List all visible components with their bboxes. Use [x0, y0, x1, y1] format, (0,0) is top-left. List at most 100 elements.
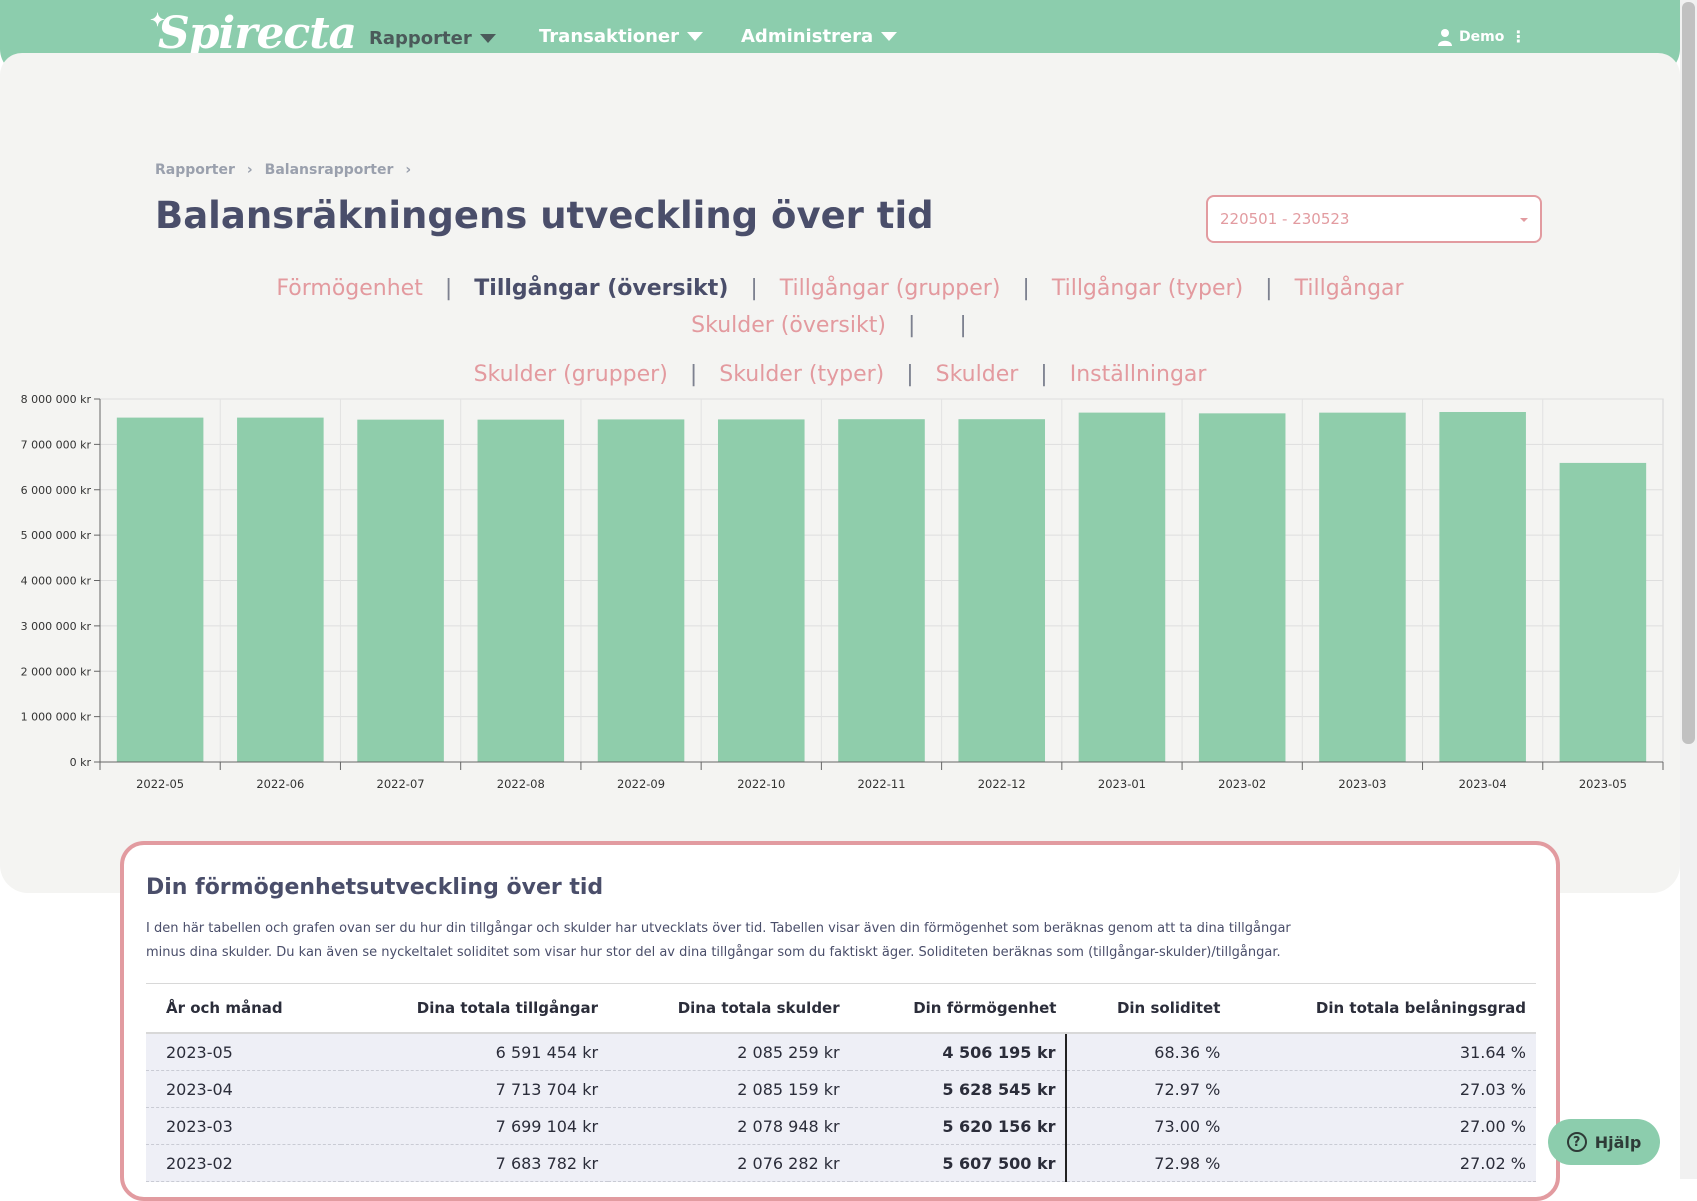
x-tick-label: 2022-06	[256, 777, 304, 788]
tab-skulder-typer[interactable]: Skulder (typer)	[719, 362, 885, 387]
bar	[237, 417, 324, 762]
card-description: I den här tabellen och grafen ovan ser d…	[146, 921, 1291, 960]
table-row: 2023-05 6 591 454 kr 2 085 259 kr 4 506 195…	[146, 1033, 1536, 1071]
x-tick-label: 2023-05	[1579, 777, 1627, 788]
user-icon	[1438, 29, 1452, 46]
bar	[1319, 412, 1406, 762]
column-header-liabilities[interactable]: Dina totala skulder	[608, 984, 850, 1034]
column-header-loan-ratio[interactable]: Din totala belåningsgrad	[1230, 984, 1536, 1034]
nav-item-administrera[interactable]: Administrera	[741, 26, 898, 47]
x-tick-label: 2022-09	[617, 777, 665, 788]
date-range-value: 220501 - 230523	[1220, 210, 1350, 228]
nav-item-label: Administrera	[741, 26, 874, 47]
cell-solidity: 72.98 %	[1066, 1144, 1231, 1182]
column-header-assets[interactable]: Dina totala tillgångar	[340, 984, 609, 1034]
x-tick-label: 2022-08	[497, 777, 545, 788]
bar	[116, 417, 204, 762]
cell-month: 2023-02	[146, 1144, 341, 1182]
tab-separator: |	[689, 362, 698, 387]
chevron-down-icon	[479, 34, 496, 43]
table-row: 2023-04 7 713 704 kr 2 085 159 kr 5 628 545…	[146, 1070, 1536, 1108]
balance-bar-chart: 0 kr 1 000 000 kr 2 000 000 kr 3 000 000 kr…	[21, 393, 1664, 788]
y-tick-label: 6 000 000 kr	[21, 484, 92, 497]
cell-liabilities: 2 076 282 kr	[608, 1144, 850, 1182]
tab-separator: |	[1022, 276, 1030, 301]
tab-förmögenhet[interactable]: Förmögenhet	[276, 276, 423, 301]
bar	[1198, 413, 1286, 762]
tab-item: Tillgångar (typer) |	[1052, 276, 1295, 301]
x-tick-label: 2022-11	[857, 777, 905, 788]
nav-item-transaktioner[interactable]: Transaktioner	[539, 26, 704, 47]
bar	[1078, 412, 1166, 762]
cell-month: 2023-03	[146, 1107, 341, 1145]
cell-liabilities: 2 078 948 kr	[608, 1107, 850, 1145]
cell-wealth: 5 607 500 kr	[849, 1144, 1068, 1182]
cell-wealth: 4 506 195 kr	[849, 1033, 1068, 1071]
tab-item: Tillgångar	[1295, 276, 1404, 301]
y-tick-label: 1 000 000 kr	[21, 711, 92, 724]
scrollbar[interactable]	[1680, 0, 1697, 1179]
date-range-select[interactable]: 220501 - 230523	[1206, 195, 1542, 243]
breadcrumb-item-rapporter[interactable]: Rapporter	[155, 162, 235, 178]
tab-item: Skulder (grupper) |	[474, 362, 720, 387]
scrollbar-thumb[interactable]	[1682, 2, 1695, 744]
cell-solidity: 68.36 %	[1066, 1033, 1231, 1071]
x-tick-label: 2023-03	[1338, 777, 1386, 788]
cell-assets: 7 699 104 kr	[340, 1107, 609, 1145]
logo[interactable]: ✦ Spirecta	[150, 8, 357, 59]
bar	[958, 419, 1046, 762]
help-label: Hjälp	[1594, 1132, 1642, 1152]
nav-item-rapporter[interactable]: Rapporter	[369, 28, 496, 49]
bar	[1439, 411, 1526, 762]
x-tick-label: 2023-01	[1098, 777, 1146, 788]
breadcrumb-item-balansrapporter[interactable]: Balansrapporter	[264, 162, 394, 178]
column-header-month[interactable]: År och månad	[146, 984, 341, 1034]
tab-separator: |	[906, 362, 914, 387]
x-tick-label: 2022-10	[737, 777, 785, 788]
bar	[477, 419, 565, 762]
tab-skulder[interactable]: Skulder	[935, 362, 1019, 387]
x-tick-label: 2022-12	[978, 777, 1026, 788]
tab-item: Skulder (översikt) | |	[691, 313, 989, 338]
help-button[interactable]: ? Hjälp	[1548, 1119, 1660, 1165]
bar	[1559, 462, 1647, 762]
cell-month: 2023-05	[146, 1033, 341, 1071]
tab-inställningar[interactable]: Inställningar	[1069, 362, 1207, 387]
cell-solidity: 73.00 %	[1066, 1107, 1231, 1145]
tab-item: Förmögenhet |	[276, 276, 474, 301]
y-tick-label: 2 000 000 kr	[21, 665, 92, 678]
logo-spark-icon: ✦	[150, 10, 165, 31]
y-tick-label: 7 000 000 kr	[21, 438, 92, 451]
bar	[838, 419, 925, 762]
tab-tillgångar-översikt[interactable]: Tillgångar (översikt)	[474, 276, 729, 301]
card-title: Din förmögenhetsutveckling över tid	[146, 875, 604, 900]
logo-text: Spirecta	[158, 8, 357, 59]
nav-item-label: Rapporter	[369, 28, 472, 49]
bar	[357, 419, 444, 762]
cell-loan-ratio: 27.03 %	[1230, 1070, 1536, 1108]
cell-wealth: 5 628 545 kr	[849, 1070, 1068, 1108]
x-tick-label: 2023-04	[1459, 777, 1507, 788]
tab-skulder-översikt[interactable]: Skulder (översikt)	[691, 313, 886, 338]
y-tick-label: 5 000 000 kr	[21, 529, 92, 542]
tab-tillgångar[interactable]: Tillgångar	[1294, 276, 1404, 301]
question-icon: ?	[1566, 1132, 1587, 1152]
tab-skulder-grupper[interactable]: Skulder (grupper)	[473, 362, 668, 387]
chevron-down-icon	[1520, 218, 1528, 222]
x-tick-label: 2022-07	[377, 777, 425, 788]
y-tick-label: 4 000 000 kr	[21, 575, 92, 588]
column-header-solidity[interactable]: Din soliditet	[1066, 984, 1231, 1034]
column-header-wealth[interactable]: Din förmögenhet	[849, 984, 1067, 1034]
breadcrumb: Rapporter › Balansrapporter ›	[155, 162, 411, 178]
chevron-right-icon: ›	[246, 162, 253, 178]
tab-tillgångar-grupper[interactable]: Tillgångar (grupper)	[779, 276, 1001, 301]
tab-separator: |	[907, 313, 916, 338]
user-menu[interactable]: Demo ⋮	[1437, 28, 1526, 46]
cell-month: 2023-04	[146, 1070, 341, 1108]
tab-separator: |	[959, 313, 967, 338]
y-tick-label: 3 000 000 kr	[21, 620, 92, 633]
chevron-down-icon	[687, 32, 704, 41]
bar	[717, 419, 805, 762]
chevron-down-icon	[881, 32, 898, 41]
tab-tillgångar-typer[interactable]: Tillgångar (typer)	[1051, 276, 1244, 301]
